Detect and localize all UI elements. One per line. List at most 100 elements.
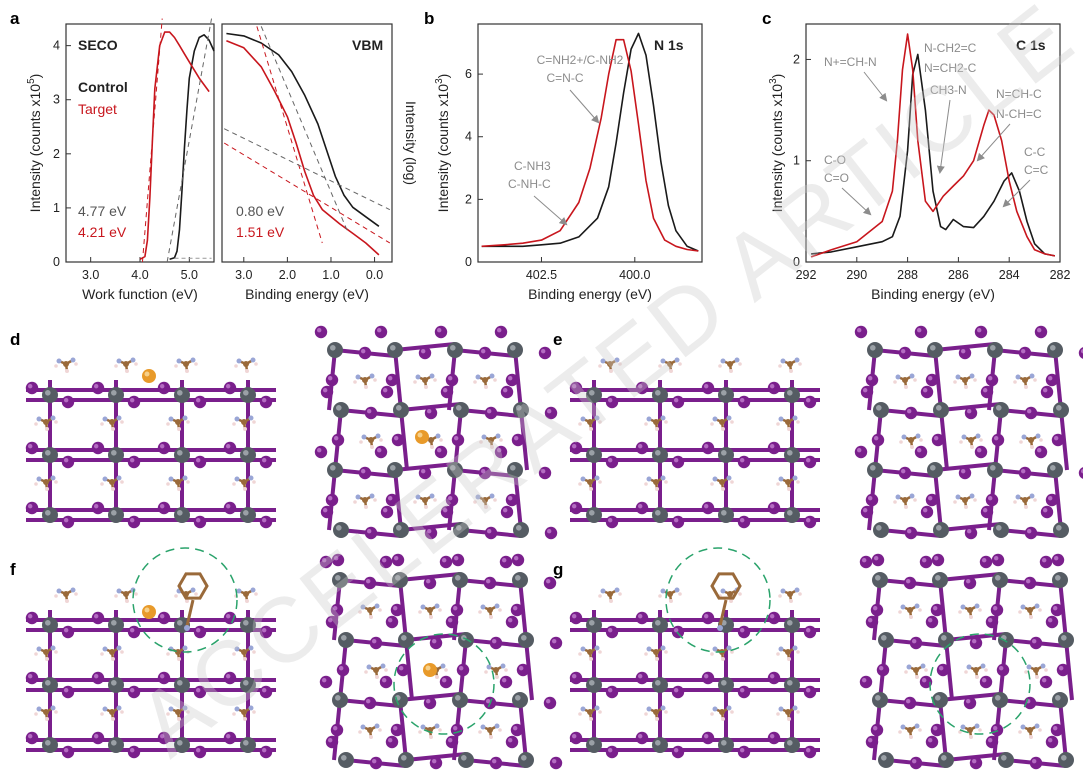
iodine-atom: [737, 745, 751, 759]
iodine-atom: [127, 745, 141, 759]
c1s-plot-frame: [805, 23, 1061, 263]
lead-atom: [108, 677, 124, 693]
lead-atom: [513, 522, 529, 538]
seco-ytick-label: 2: [53, 147, 60, 161]
iodine-atom: [223, 501, 237, 515]
iodine-atom: [223, 381, 237, 395]
lead-atom: [718, 507, 734, 523]
lead-atom: [993, 402, 1009, 418]
dopant-atom: [423, 663, 437, 677]
iodine-atom: [980, 505, 994, 519]
iodine-atom: [1050, 603, 1064, 617]
iodine-atom: [865, 735, 879, 749]
iodine-atom: [990, 603, 1004, 617]
n1s-annotation-cnh2: C=NH2+/C-NH2: [537, 53, 624, 67]
iodine-atom: [385, 373, 399, 387]
iodine-atom: [925, 373, 939, 387]
iodine-atom: [314, 325, 328, 339]
iodine-atom: [671, 455, 685, 469]
organic-cation: [52, 356, 80, 375]
lead-atom: [387, 342, 403, 358]
iodine-atom: [931, 553, 945, 567]
iodine-atom: [499, 555, 513, 569]
lead-atom: [586, 677, 602, 693]
iodine-atom: [1045, 493, 1059, 507]
vbm-plot-frame: [221, 23, 393, 263]
iodine-atom: [157, 441, 171, 455]
iodine-atom: [127, 395, 141, 409]
iodine-atom: [985, 615, 999, 629]
seco-xtick-label: 5.0: [181, 268, 198, 282]
n1s-arrow-upper: [569, 89, 600, 124]
vbm-target-value: 1.51 eV: [236, 224, 285, 240]
iodine-atom: [25, 381, 39, 395]
iodine-atom: [958, 346, 972, 360]
vbm-ylabel-text: Intensity (log): [403, 101, 419, 185]
iodine-atom: [904, 406, 918, 420]
lead-atom: [240, 507, 256, 523]
iodine-atom: [671, 745, 685, 759]
iodine-atom: [259, 745, 273, 759]
iodine-atom: [325, 735, 339, 749]
lead-atom: [42, 387, 58, 403]
legend-target: Target: [78, 101, 117, 117]
c1s-annotation-5: N-CH=C: [996, 107, 1042, 121]
benzyl-chain: [718, 599, 728, 627]
lead-atom: [784, 507, 800, 523]
lead-atom: [932, 572, 948, 588]
lead-atom: [327, 462, 343, 478]
seco-xlabel: Work function (eV): [82, 286, 198, 302]
iodine-atom: [635, 671, 649, 685]
lead-atom: [1053, 522, 1069, 538]
c1s-xtick-label: 292: [796, 268, 817, 282]
lead-atom: [338, 752, 354, 768]
iodine-atom: [325, 493, 339, 507]
n1s-ylabel-text: Intensity (counts x10: [435, 84, 451, 213]
iodine-atom: [423, 696, 437, 710]
vbm-target-fit-line: [256, 26, 323, 244]
lead-atom: [1052, 692, 1068, 708]
organic-cation: [896, 602, 924, 621]
c1s-xtick-label: 282: [1050, 268, 1071, 282]
vbm-xtick-label: 2.0: [279, 268, 296, 282]
dopant-atom: [415, 430, 429, 444]
organic-cation: [112, 356, 140, 375]
n1s-ylabel-exponent: 3: [434, 78, 445, 84]
seco-target-fit-line: [141, 18, 163, 263]
organic-cation: [164, 474, 192, 493]
lead-atom: [932, 692, 948, 708]
seco-xtick-label: 3.0: [82, 268, 99, 282]
iodine-atom: [803, 685, 817, 699]
lead-atom: [784, 617, 800, 633]
iodine-atom: [979, 675, 993, 689]
lead-atom: [42, 677, 58, 693]
iodine-atom: [320, 385, 334, 399]
organic-cation: [642, 704, 670, 723]
organic-cation: [1011, 372, 1039, 391]
iodine-atom: [510, 723, 524, 737]
iodine-atom: [325, 373, 339, 387]
iodine-atom: [1023, 576, 1037, 590]
seco-control-fit-line: [166, 18, 213, 263]
organic-cation: [1011, 492, 1039, 511]
organic-cation: [642, 414, 670, 433]
iodine-atom: [701, 381, 715, 395]
iodine-atom: [865, 493, 879, 507]
organic-cation: [32, 414, 60, 433]
lead-atom: [873, 522, 889, 538]
lead-atom: [108, 737, 124, 753]
c1s-ylabel-close: ): [769, 74, 785, 79]
lead-atom: [867, 462, 883, 478]
highlight-circle: [393, 633, 495, 735]
iodine-atom: [505, 735, 519, 749]
lead-atom: [652, 677, 668, 693]
iodine-atom: [635, 731, 649, 745]
c1s-xtick-label: 284: [999, 268, 1020, 282]
lead-atom: [867, 342, 883, 358]
iodine-atom: [549, 636, 563, 650]
iodine-atom: [860, 505, 874, 519]
iodine-atom: [903, 576, 917, 590]
organic-cation: [774, 704, 802, 723]
lead-atom: [240, 447, 256, 463]
organic-cation: [32, 474, 60, 493]
